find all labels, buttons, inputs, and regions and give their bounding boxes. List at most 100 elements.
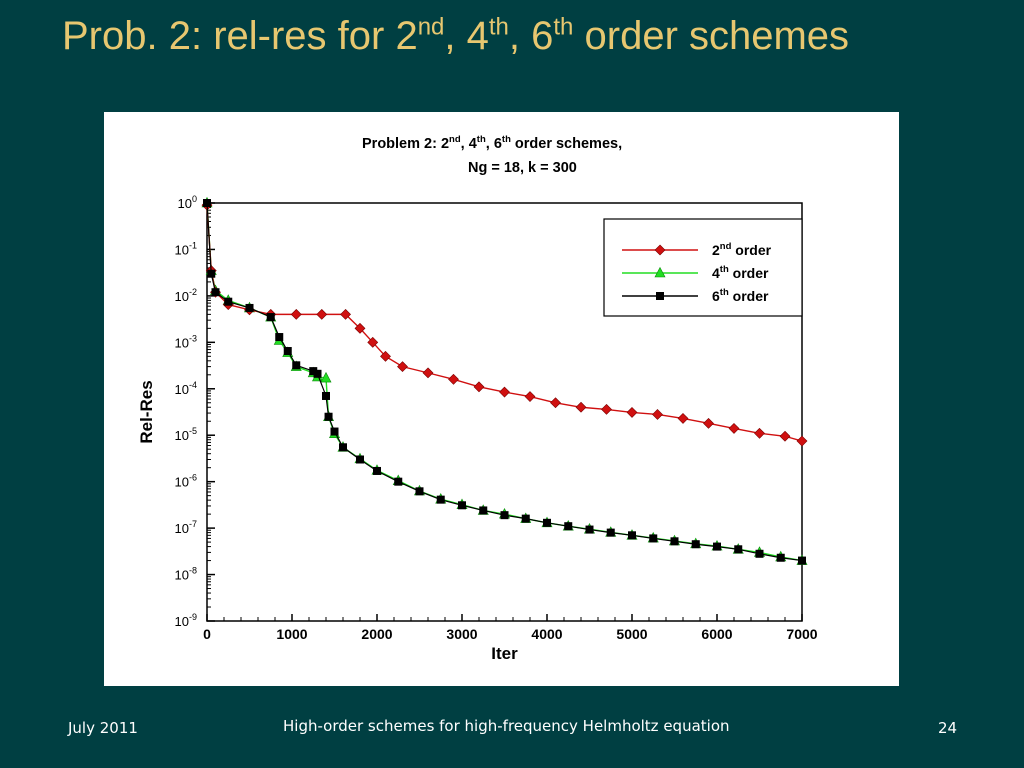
data-point bbox=[479, 506, 488, 515]
y-tick-exponent: -1 bbox=[189, 240, 197, 250]
title-sup-nd: nd bbox=[417, 13, 445, 41]
y-tick-label: 10-2 bbox=[175, 287, 197, 304]
y-tick-base: 10 bbox=[175, 289, 189, 304]
data-point bbox=[585, 525, 594, 534]
data-point bbox=[652, 409, 663, 420]
y-tick-exponent: -2 bbox=[189, 287, 197, 297]
data-point bbox=[266, 313, 275, 322]
data-point bbox=[601, 403, 612, 415]
legend-box bbox=[603, 218, 803, 317]
legend-label-sup: nd bbox=[720, 241, 732, 252]
data-point bbox=[316, 308, 328, 320]
data-point bbox=[458, 501, 466, 510]
data-point bbox=[415, 487, 424, 496]
y-tick-exponent: -5 bbox=[189, 426, 197, 436]
data-point bbox=[626, 406, 638, 418]
data-point bbox=[500, 511, 509, 520]
data-point bbox=[292, 361, 301, 370]
data-point bbox=[728, 423, 740, 434]
y-tick-label: 10-8 bbox=[175, 566, 197, 583]
y-tick-label: 10-6 bbox=[175, 473, 197, 490]
data-point bbox=[224, 297, 233, 306]
y-tick-base: 10 bbox=[175, 614, 189, 629]
legend-label-rest: order bbox=[729, 288, 769, 304]
footer-date: July 2011 bbox=[68, 719, 138, 737]
data-point bbox=[211, 288, 220, 297]
data-point bbox=[339, 443, 347, 452]
data-point bbox=[628, 531, 636, 540]
x-axis-label: Iter bbox=[491, 644, 518, 663]
series-square bbox=[203, 199, 806, 565]
y-tick-base: 10 bbox=[175, 475, 189, 490]
data-point bbox=[448, 373, 459, 385]
data-point bbox=[436, 495, 445, 504]
data-point bbox=[373, 466, 381, 475]
legend-label-sup: th bbox=[720, 287, 729, 298]
data-point bbox=[703, 417, 714, 429]
legend-label: 4th order bbox=[712, 264, 769, 281]
chart-title-segment: Problem 2: bbox=[362, 136, 441, 152]
chart-frame: Problem 2: 2nd, 4th, 6th order schemes, N… bbox=[104, 112, 899, 686]
data-point bbox=[670, 537, 679, 546]
y-tick-exponent: -9 bbox=[189, 612, 197, 622]
data-point bbox=[521, 514, 530, 523]
y-tick-base: 10 bbox=[175, 568, 189, 583]
data-point bbox=[550, 397, 561, 409]
data-point bbox=[283, 347, 292, 356]
data-point bbox=[654, 244, 666, 256]
data-point bbox=[779, 430, 791, 442]
y-tick-exponent: 0 bbox=[192, 194, 197, 204]
data-point bbox=[245, 303, 254, 312]
chart-title-segment: nd bbox=[449, 134, 461, 145]
data-point bbox=[656, 292, 664, 300]
x-tick-label: 0 bbox=[203, 626, 211, 642]
data-point bbox=[606, 528, 615, 537]
chart-title-segment: 6 bbox=[494, 136, 502, 152]
y-tick-exponent: -3 bbox=[189, 333, 197, 343]
legend-label-base: 2 bbox=[712, 242, 720, 258]
title-sup-th-1: th bbox=[488, 13, 509, 41]
data-point bbox=[543, 518, 551, 527]
data-point bbox=[734, 545, 743, 554]
data-point bbox=[203, 199, 211, 207]
title-sep-2: , 6 bbox=[508, 14, 554, 58]
page-number: 24 bbox=[938, 719, 958, 737]
slide-title: Prob. 2: rel-res for 2nd, 4th, 6th order… bbox=[62, 14, 849, 59]
rel-res-chart: Problem 2: 2nd, 4th, 6th order schemes,N… bbox=[137, 134, 818, 663]
title-sep-1: , 4 bbox=[444, 14, 489, 58]
legend-label-base: 6 bbox=[712, 288, 720, 304]
plot-area bbox=[206, 202, 803, 622]
chart-title-line2: Ng = 18, k = 300 bbox=[468, 160, 577, 176]
chart-title-segment: , bbox=[461, 136, 469, 152]
title-prefix: Prob. 2: rel-res for 2 bbox=[62, 14, 418, 58]
x-tick-label: 6000 bbox=[701, 626, 732, 642]
data-point bbox=[776, 553, 785, 562]
chart-title-segment: 2 bbox=[441, 136, 449, 152]
data-point bbox=[207, 269, 216, 278]
data-point bbox=[309, 367, 318, 376]
data-point bbox=[654, 266, 666, 278]
data-point bbox=[677, 412, 689, 424]
y-tick-exponent: -8 bbox=[189, 566, 197, 576]
data-point bbox=[324, 412, 333, 421]
y-tick-base: 10 bbox=[178, 196, 192, 211]
data-point bbox=[499, 386, 510, 398]
data-point bbox=[524, 391, 536, 402]
data-point bbox=[313, 369, 322, 378]
data-point bbox=[275, 333, 284, 342]
x-tick-label: 2000 bbox=[361, 626, 392, 642]
data-point bbox=[397, 361, 408, 373]
data-point bbox=[380, 350, 391, 362]
data-point bbox=[564, 522, 573, 531]
legend-label-base: 4 bbox=[712, 265, 720, 281]
chart-title-segment: 4 bbox=[469, 136, 477, 152]
y-tick-label: 10-1 bbox=[175, 240, 197, 257]
data-point bbox=[473, 381, 485, 393]
y-tick-label: 10-5 bbox=[175, 426, 197, 443]
data-point bbox=[796, 435, 808, 447]
y-tick-base: 10 bbox=[175, 335, 189, 350]
data-point bbox=[330, 427, 339, 436]
y-tick-base: 10 bbox=[175, 428, 189, 443]
chart-title-segment: th bbox=[502, 134, 511, 145]
